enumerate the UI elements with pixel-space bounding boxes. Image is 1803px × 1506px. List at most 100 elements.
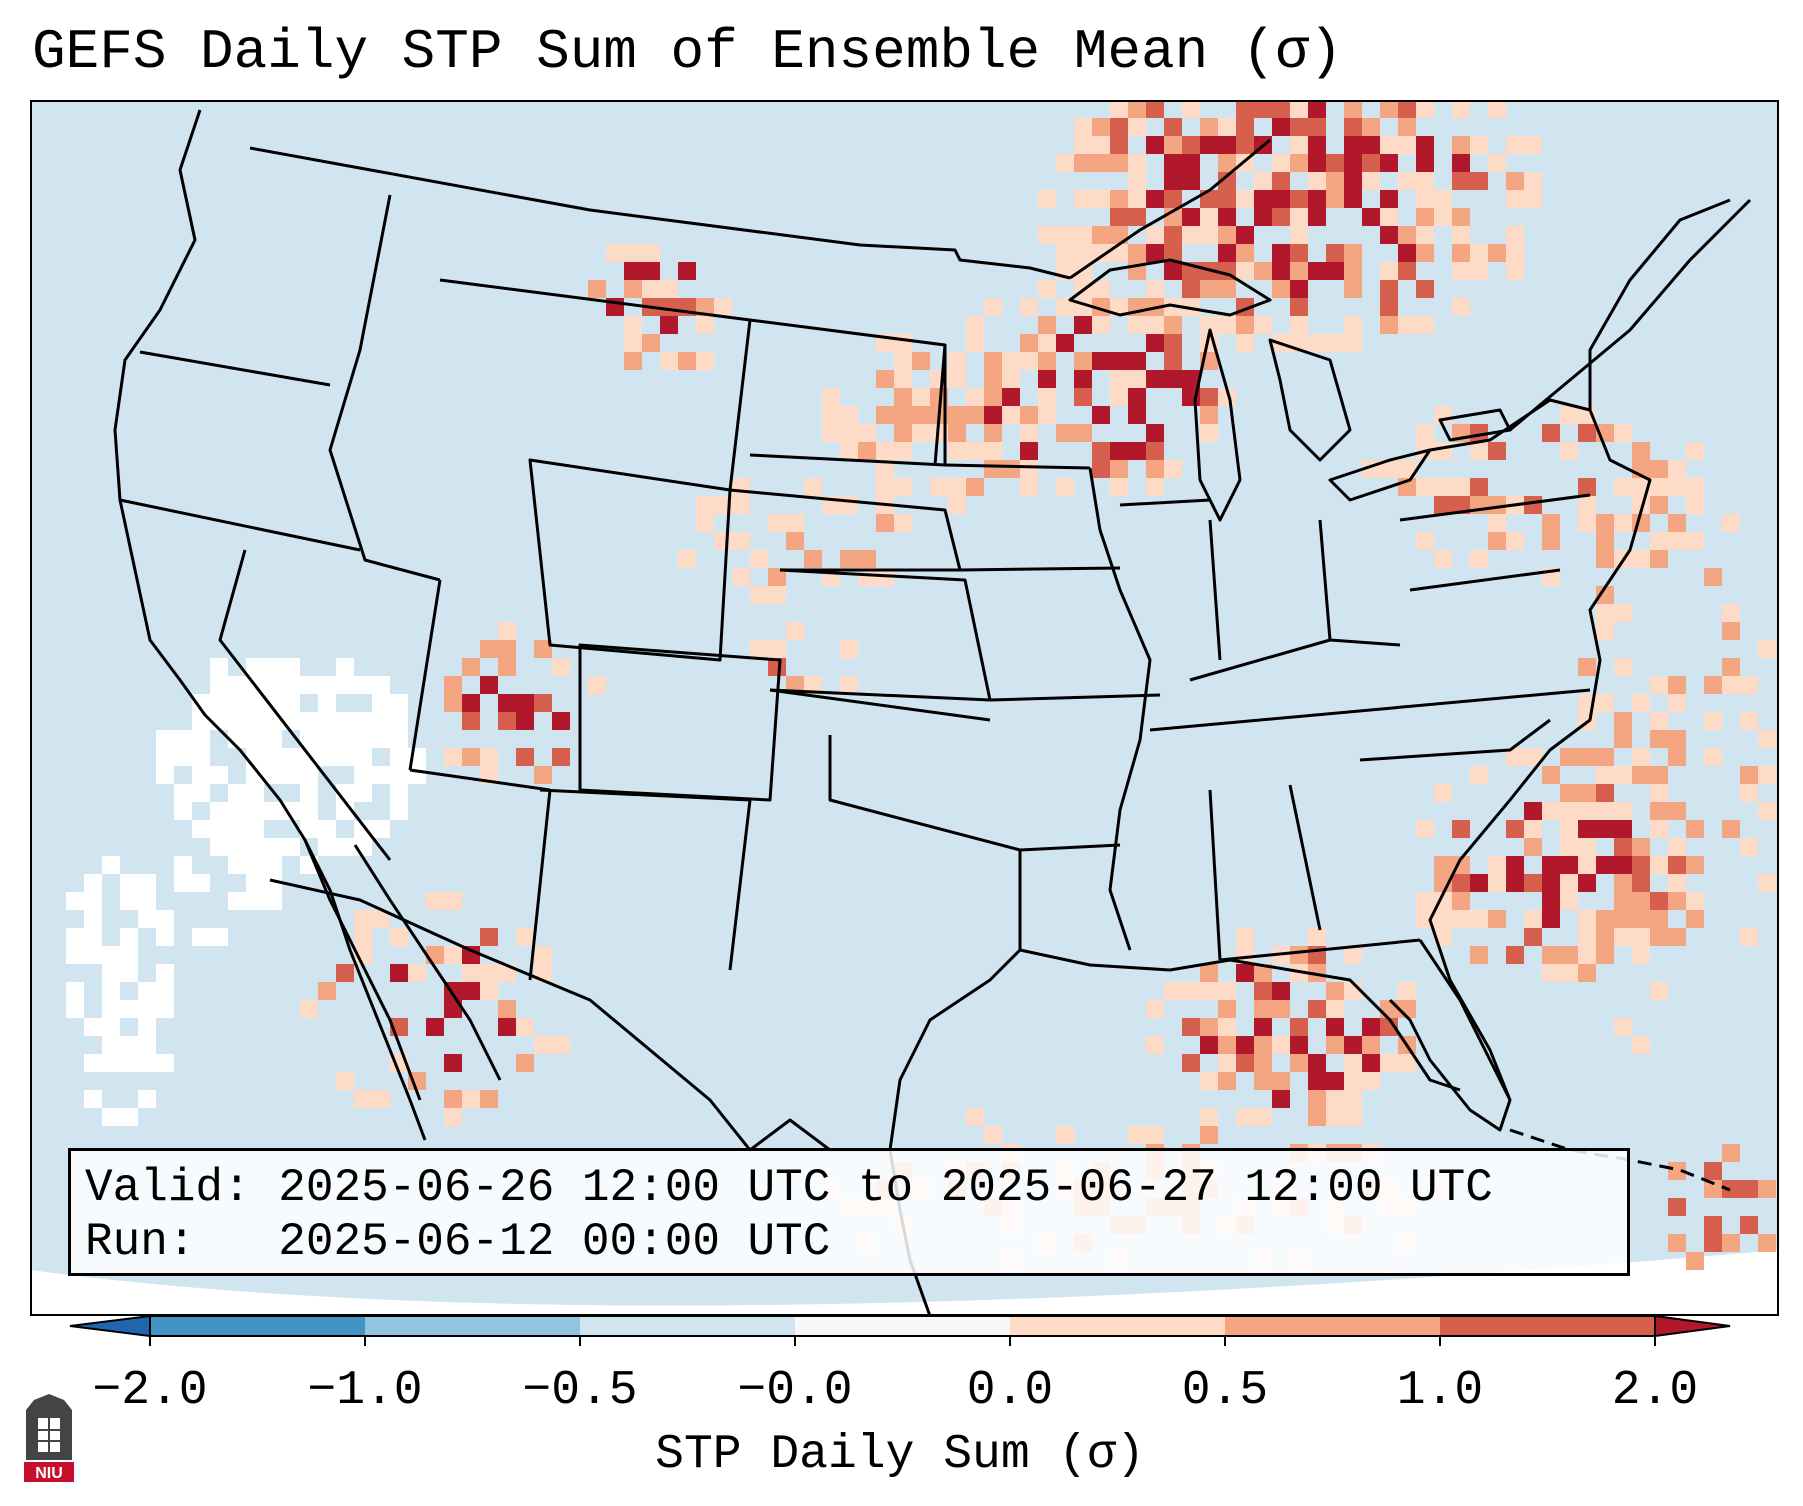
anomaly-cell: [1560, 874, 1578, 892]
anomaly-cell: [1398, 226, 1416, 244]
anomaly-cell: [1308, 928, 1326, 946]
anomaly-cell: [228, 694, 246, 712]
anomaly-cell: [1182, 1018, 1200, 1036]
anomaly-cell: [1452, 496, 1470, 514]
anomaly-cell: [1416, 190, 1434, 208]
anomaly-cell: [858, 568, 876, 586]
anomaly-cell: [1416, 154, 1434, 172]
anomaly-cell: [174, 730, 192, 748]
anomaly-cell: [1650, 982, 1668, 1000]
anomaly-cell: [696, 298, 714, 316]
anomaly-cell: [1200, 208, 1218, 226]
anomaly-cell: [516, 928, 534, 946]
anomaly-cell: [1578, 478, 1596, 496]
anomaly-cell: [1110, 388, 1128, 406]
anomaly-cell: [1308, 1108, 1326, 1126]
anomaly-cell: [1506, 946, 1524, 964]
anomaly-cell: [1614, 514, 1632, 532]
colorbar-tick-label: 0.5: [1181, 1364, 1269, 1418]
anomaly-cell: [66, 1000, 84, 1018]
anomaly-cell: [1146, 226, 1164, 244]
anomaly-cell: [264, 766, 282, 784]
anomaly-cell: [1380, 190, 1398, 208]
anomaly-cell: [210, 694, 228, 712]
anomaly-cell: [1578, 820, 1596, 838]
anomaly-cell: [1146, 460, 1164, 478]
anomaly-cell: [1416, 820, 1434, 838]
anomaly-cell: [984, 460, 1002, 478]
anomaly-cell: [1128, 100, 1146, 118]
anomaly-cell: [354, 730, 372, 748]
anomaly-cell: [1758, 730, 1776, 748]
anomaly-cell: [804, 550, 822, 568]
anomaly-cell: [840, 640, 858, 658]
anomaly-cell: [1632, 694, 1650, 712]
anomaly-cell: [1758, 1180, 1776, 1198]
anomaly-cell: [1290, 226, 1308, 244]
anomaly-cell: [1326, 334, 1344, 352]
anomaly-cell: [1470, 874, 1488, 892]
anomaly-cell: [1146, 1126, 1164, 1144]
anomaly-cell: [1452, 262, 1470, 280]
anomaly-cell: [1398, 316, 1416, 334]
anomaly-cell: [246, 694, 264, 712]
anomaly-cell: [840, 442, 858, 460]
anomaly-cell: [1542, 802, 1560, 820]
anomaly-cell: [1578, 964, 1596, 982]
anomaly-cell: [84, 874, 102, 892]
anomaly-cell: [696, 514, 714, 532]
anomaly-cell: [1542, 766, 1560, 784]
anomaly-cell: [1164, 226, 1182, 244]
anomaly-cell: [1308, 118, 1326, 136]
anomaly-cell: [1344, 1036, 1362, 1054]
anomaly-cell: [768, 514, 786, 532]
anomaly-cell: [1542, 946, 1560, 964]
anomaly-cell: [300, 784, 318, 802]
anomaly-cell: [480, 928, 498, 946]
anomaly-cell: [1002, 352, 1020, 370]
anomaly-cell: [1182, 154, 1200, 172]
anomaly-cell: [1398, 460, 1416, 478]
anomaly-cell: [1398, 172, 1416, 190]
anomaly-cell: [84, 928, 102, 946]
anomaly-cell: [102, 964, 120, 982]
anomaly-cell: [210, 802, 228, 820]
anomaly-cell: [192, 784, 210, 802]
anomaly-cell: [984, 1126, 1002, 1144]
anomaly-cell: [660, 352, 678, 370]
anomaly-cell: [228, 856, 246, 874]
anomaly-cell: [1128, 352, 1146, 370]
anomaly-cell: [192, 928, 210, 946]
ne-ks-line: [769, 568, 992, 702]
anomaly-cell: [1470, 136, 1488, 154]
anomaly-cell: [1074, 226, 1092, 244]
anomaly-cell: [1056, 244, 1074, 262]
anomaly-cell: [1722, 820, 1740, 838]
anomaly-cell: [912, 406, 930, 424]
anomaly-cell: [1722, 1180, 1740, 1198]
anomaly-cell: [102, 946, 120, 964]
anomaly-cell: [1758, 766, 1776, 784]
anomaly-cell: [246, 730, 264, 748]
anomaly-cell: [1650, 460, 1668, 478]
anomaly-cell: [1398, 982, 1416, 1000]
anomaly-cell: [1146, 424, 1164, 442]
anomaly-cell: [1038, 334, 1056, 352]
anomaly-cell: [1164, 154, 1182, 172]
anomaly-cell: [1668, 514, 1686, 532]
anomaly-cell: [444, 1054, 462, 1072]
anomaly-cell: [1110, 190, 1128, 208]
anomaly-cell: [1092, 244, 1110, 262]
anomaly-cell: [1434, 910, 1452, 928]
anomaly-cell: [1614, 910, 1632, 928]
az-nm-line: [528, 789, 552, 981]
anomaly-cell: [1200, 118, 1218, 136]
anomaly-cell: [1110, 352, 1128, 370]
anomaly-cell: [1524, 496, 1542, 514]
anomaly-cell: [1236, 100, 1254, 118]
anomaly-cell: [1344, 334, 1362, 352]
anomaly-cell: [66, 892, 84, 910]
anomaly-cell: [1758, 1234, 1776, 1252]
anomaly-cell: [138, 982, 156, 1000]
anomaly-cell: [1596, 766, 1614, 784]
